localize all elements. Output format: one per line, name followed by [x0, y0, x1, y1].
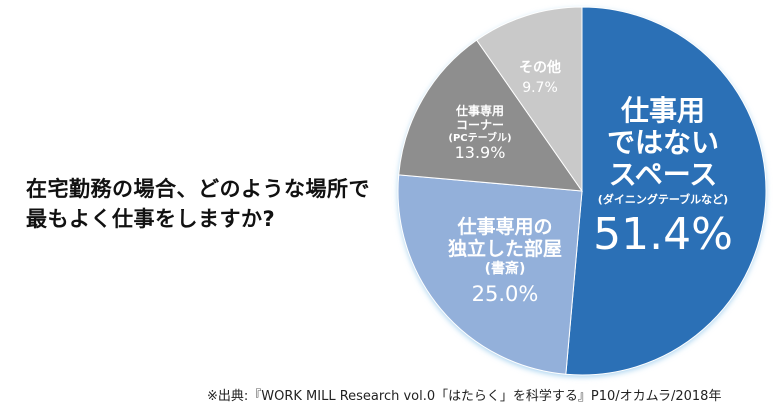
- title-line-1: 在宅勤務の場合、どのような場所で: [26, 177, 370, 201]
- pie-slice-0: [565, 6, 767, 376]
- value-label: 13.9%: [454, 143, 506, 163]
- label-line: 独立した部屋: [447, 237, 562, 260]
- pie-slice-1: [397, 174, 583, 375]
- label-line: コーナー: [455, 117, 504, 132]
- label-line: (書斎): [484, 260, 526, 277]
- value-label: 25.0%: [471, 281, 539, 306]
- slice-label-other: その他 9.7%: [510, 60, 570, 96]
- label-line: スペース: [608, 158, 718, 192]
- pie-slice-2: [398, 39, 584, 192]
- source-note: ※出典:『WORK MILL Research vol.0「はたらく」を科学する…: [207, 389, 722, 404]
- label-line: (PCテーブル): [448, 132, 512, 144]
- slice-label-not-work-space: 仕事用 ではない スペース (ダイニングテーブルなど) 51.4%: [588, 94, 738, 261]
- label-line: 仕事専用の: [457, 216, 553, 238]
- pie-slice-3: [475, 6, 583, 193]
- slice-label-work-corner: 仕事専用 コーナー (PCテーブル) 13.9%: [430, 104, 530, 163]
- label-line: (ダイニングテーブルなど): [597, 192, 729, 206]
- label-line: 仕事専用: [455, 104, 504, 118]
- title-line-2: 最もよく仕事をしますか?: [26, 207, 276, 231]
- label-line: 仕事用: [620, 94, 705, 127]
- value-label: 9.7%: [522, 80, 558, 97]
- slice-label-private-room: 仕事専用の 独立した部屋 (書斎) 25.0%: [440, 216, 570, 306]
- label-line: ではない: [606, 126, 719, 160]
- chart-title: 在宅勤務の場合、どのような場所で 最もよく仕事をしますか?: [26, 174, 370, 234]
- label-line: その他: [519, 60, 561, 76]
- value-label: 51.4%: [593, 209, 733, 261]
